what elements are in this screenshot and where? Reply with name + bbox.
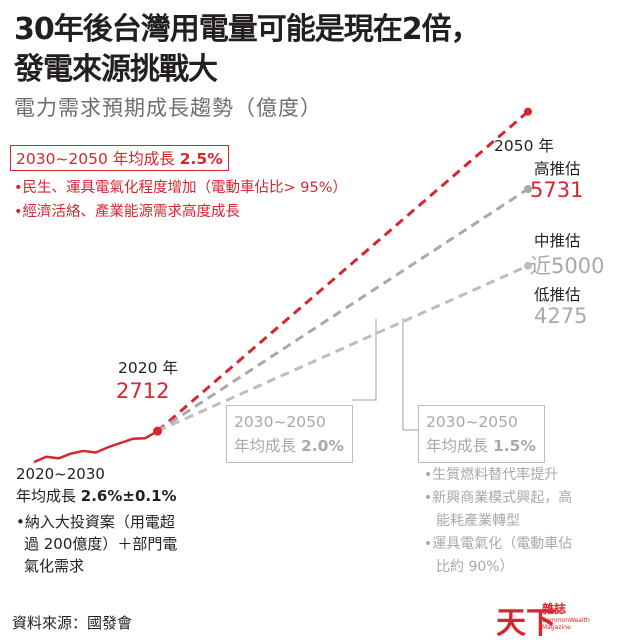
mid-series-end-value: 近5000 xyxy=(530,254,605,278)
mid-series-name: 中推估 xyxy=(534,232,581,250)
point-2020-dot xyxy=(153,426,162,436)
projection-line-high xyxy=(156,110,529,433)
mid-box-line1: 2030~2050 xyxy=(234,413,326,431)
projection-end-dot-high xyxy=(524,107,532,116)
early-box-bullet-1a: •納入大投資案（用電超 xyxy=(16,513,175,531)
projection-line-low xyxy=(156,264,529,433)
source-note: 資料來源：國發會 xyxy=(12,614,133,632)
early-box-bullet-1c: 氣化需求 xyxy=(24,557,85,575)
projection-end-dot-mid xyxy=(524,185,532,193)
chart-title-line1: 30年後台灣用電量可能是現在2倍， xyxy=(14,12,481,47)
point-2020-year-label: 2020 年 xyxy=(118,359,178,377)
chart-title-line2: 發電來源挑戰大 xyxy=(14,52,218,87)
chart-subtitle: 電力需求預期成長趨勢（億度） xyxy=(14,96,322,120)
low-series-name: 低推估 xyxy=(534,286,581,304)
logo-english-1: CommonWealth xyxy=(542,617,590,624)
low-box-bullet-3b: 比約 90%） xyxy=(436,559,514,575)
low-box-bullet-1: •生質燃料替代率提升 xyxy=(424,467,559,483)
mid-box-line2: 年均成長 xyxy=(234,437,301,455)
high-box-rate: 2.5% xyxy=(179,150,223,168)
logo-word: 雜誌 xyxy=(542,602,567,616)
low-box-line1: 2030~2050 xyxy=(426,413,518,431)
high-scenario-box: 2030~2050 年均成長 2.5% xyxy=(10,145,229,171)
low-box-bullet-3a: •運具電氣化（電動車佔 xyxy=(424,536,573,552)
point-2020-value-label: 2712 xyxy=(116,379,170,403)
early-box-bullet-1b: 過 200億度）＋部門電 xyxy=(24,535,178,553)
history-line xyxy=(33,430,159,464)
low-series-end-value: 4275 xyxy=(534,304,588,328)
low-box-bullet-2a: •新興商業模式興起，高 xyxy=(424,490,573,506)
high-series-end-value: 5731 xyxy=(530,178,584,202)
mid-box-leader xyxy=(352,319,377,401)
early-box-line2: 年均成長 xyxy=(16,487,81,505)
low-box-line2: 年均成長 xyxy=(426,437,493,455)
point-2050-year-label: 2050 年 xyxy=(494,137,554,155)
publisher-logo: 天下 雜誌 CommonWealth Magazine xyxy=(496,598,590,642)
high-box-title: 2030~2050 年均成長 xyxy=(16,150,180,168)
low-box-rate: 1.5% xyxy=(492,437,536,455)
logo-mark: 天下 xyxy=(496,606,556,641)
early-box-line1: 2020~2030 xyxy=(16,465,105,483)
early-period-block: 2020~2030 年均成長 2.6%±0.1% •納入大投資案（用電超 過 2… xyxy=(16,463,177,577)
projection-end-dot-low xyxy=(524,261,532,270)
high-box-bullet-1: •民生、運具電氣化程度增加（電動車佔比> 95%） xyxy=(14,180,348,196)
logo-english: CommonWealth Magazine xyxy=(542,617,590,631)
low-box-bullets: •生質燃料替代率提升 •新興商業模式興起，高 能耗產業轉型 •運具電氣化（電動車… xyxy=(424,464,572,579)
early-box-rate: 2.6%±0.1% xyxy=(80,487,177,505)
low-scenario-box: 2030~2050 年均成長 1.5% xyxy=(418,405,545,463)
projection-line-mid xyxy=(156,187,529,433)
mid-scenario-box: 2030~2050 年均成長 2.0% xyxy=(226,405,353,463)
mid-box-rate: 2.0% xyxy=(300,437,344,455)
high-series-name: 高推估 xyxy=(534,160,581,178)
low-box-bullet-2b: 能耗產業轉型 xyxy=(436,513,520,529)
high-box-bullet-2: •經濟活絡、產業能源需求高度成長 xyxy=(14,204,241,220)
logo-english-2: Magazine xyxy=(542,624,571,631)
